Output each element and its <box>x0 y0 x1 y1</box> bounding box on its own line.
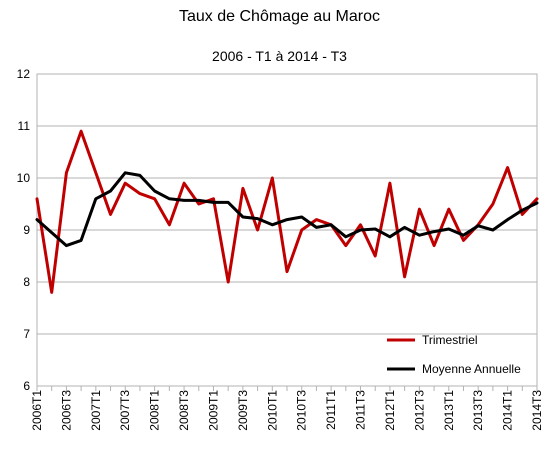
x-tick-label: 2007T1 <box>89 390 103 431</box>
y-tick-label: 8 <box>23 275 30 289</box>
x-tick-label: 2008T1 <box>148 390 162 431</box>
x-tick-label: 2012T3 <box>412 390 426 431</box>
x-tick-label: 2014T3 <box>530 390 544 431</box>
x-tick-label: 2010T3 <box>295 390 309 431</box>
x-tick-label: 2008T3 <box>177 390 191 431</box>
legend-label: Moyenne Annuelle <box>422 362 521 376</box>
x-tick-label: 2014T1 <box>501 390 515 431</box>
y-tick-label: 7 <box>23 327 30 341</box>
x-tick-label: 2006T3 <box>59 390 73 431</box>
x-tick-label: 2013T3 <box>471 390 485 431</box>
chart-title: Taux de Chômage au Maroc <box>179 8 380 25</box>
y-tick-label: 6 <box>23 379 30 393</box>
series <box>35 129 539 294</box>
y-tick-label: 11 <box>18 119 31 133</box>
y-tick-label: 12 <box>17 67 31 81</box>
x-tick-label: 2013T1 <box>442 390 456 431</box>
y-tick-label: 10 <box>17 171 31 185</box>
legend-label: Trimestriel <box>422 333 478 347</box>
y-tick-label: 9 <box>23 223 30 237</box>
x-tick-label: 2011T3 <box>354 390 368 430</box>
x-tick-label: 2010T1 <box>265 390 279 431</box>
x-tick-label: 2007T3 <box>118 390 132 431</box>
legend: Trimestriel Moyenne Annuelle <box>387 333 521 376</box>
series-line-trimestriel <box>35 129 539 294</box>
axes: 6 7 8 9 10 11 12 2006T1 2006T3 2007T1 2007T3 2008T1… <box>17 67 544 431</box>
x-tick-label: 2009T1 <box>206 390 220 431</box>
x-tick-label: 2012T1 <box>383 390 397 431</box>
chart-subtitle: 2006 - T1 à 2014 - T3 <box>212 48 347 64</box>
x-tick-label: 2009T3 <box>236 390 250 431</box>
x-tick-label: 2006T1 <box>30 390 44 431</box>
x-tick-label: 2011T1 <box>324 390 338 430</box>
